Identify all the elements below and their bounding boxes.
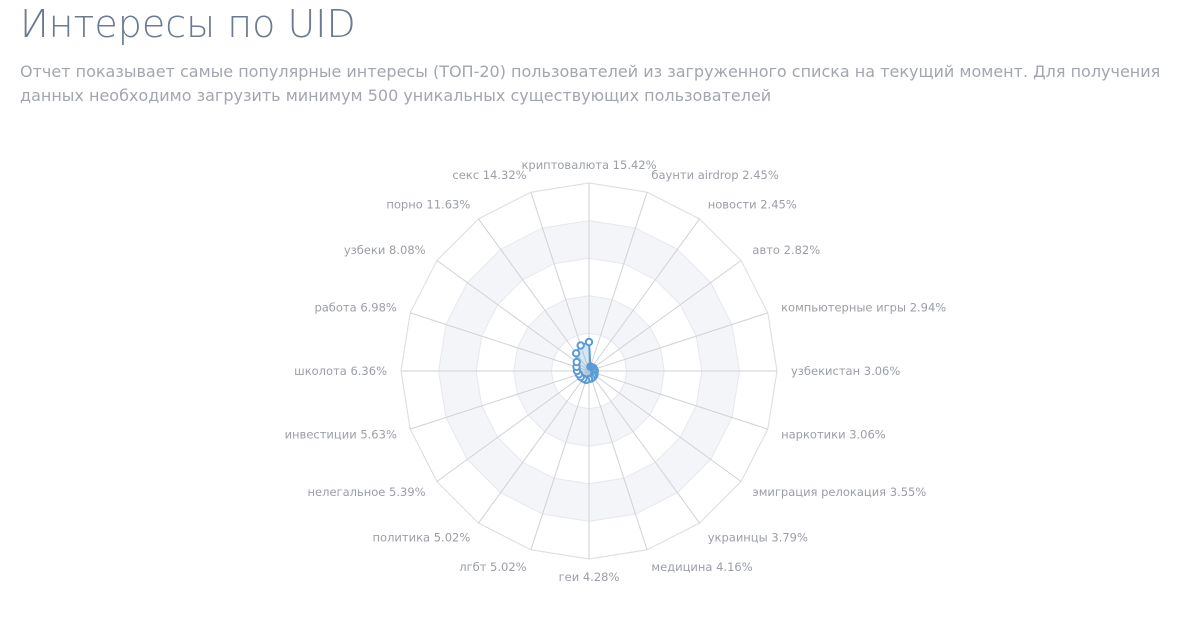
radar-spoke [478, 218, 590, 372]
radar-spoke [588, 260, 742, 372]
radar-axis-label: секс 14.32% [452, 168, 526, 182]
radar-chart-svg: криптовалюта 15.42%баунти airdrop 2.45% н… [285, 158, 947, 584]
radar-axis-label: баунти airdrop 2.45% [651, 168, 778, 182]
radar-grid [400, 182, 778, 560]
radar-spoke [478, 370, 590, 524]
radar-axis-label: работа 6.98% [314, 300, 396, 314]
radar-axis-label: узбеки 8.08% [344, 243, 426, 257]
radar-axis-label: авто 2.82% [752, 243, 820, 257]
radar-spoke [588, 218, 700, 372]
radar-axis-label: компьютерные игры 2.94% [781, 300, 946, 314]
radar-spoke [588, 370, 768, 430]
radar-axis-label: порно 11.63% [386, 197, 470, 211]
radar-axis-label: украинцы 3.79% [708, 531, 808, 545]
radar-spoke [588, 370, 742, 482]
radar-spoke [436, 260, 590, 372]
radar-axis-label: эмиграция релокация 3.55% [752, 485, 926, 499]
radar-axis-label: лгбт 5.02% [459, 560, 526, 574]
radar-spoke [530, 370, 590, 550]
radar-series [571, 337, 599, 385]
radar-axis-label: медицина 4.16% [651, 560, 752, 574]
radar-spoke [410, 312, 590, 372]
page-description: Отчет показывает самые популярные интере… [20, 62, 1161, 105]
radar-axis-label: криптовалюта 15.42% [521, 158, 656, 172]
page-title: Интересы по UID [20, 2, 356, 46]
radar-axis-labels: криптовалюта 15.42%баунти airdrop 2.45% н… [285, 158, 947, 584]
radar-spoke [530, 192, 590, 372]
radar-spoke [410, 370, 590, 430]
radar-point [576, 341, 585, 350]
radar-axis-label: школота 6.36% [294, 364, 387, 378]
radar-axis-label: наркотики 3.06% [781, 428, 886, 442]
radar-axis-label: инвестиции 5.63% [285, 428, 397, 442]
radar-axis-label: геи 4.28% [559, 570, 620, 584]
radar-spoke [588, 312, 768, 372]
radar-point [572, 357, 581, 367]
radar-axis-label: нелегальное 5.39% [308, 485, 426, 499]
radar-spoke [588, 370, 648, 550]
radar-chart: криптовалюта 15.42% баунти airdrop 2.45% н… [0, 130, 1200, 625]
radar-point [571, 349, 581, 358]
radar-point [584, 337, 594, 347]
radar-spoke [588, 192, 648, 372]
radar-axis-label: политика 5.02% [373, 531, 471, 545]
radar-spoke [436, 370, 590, 482]
radar-axis-label: узбекистан 3.06% [791, 364, 900, 378]
radar-spoke [588, 370, 700, 524]
radar-axis-label: новости 2.45% [708, 197, 797, 211]
